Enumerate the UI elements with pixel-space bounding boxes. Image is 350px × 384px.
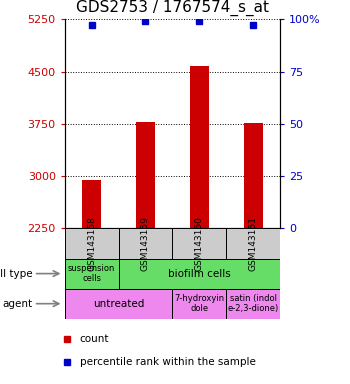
Bar	[172, 289, 226, 319]
Bar	[244, 123, 262, 228]
Title: GDS2753 / 1767574_s_at: GDS2753 / 1767574_s_at	[76, 0, 269, 17]
Text: GSM143160: GSM143160	[195, 216, 204, 271]
Bar	[226, 289, 280, 319]
Text: biofilm cells: biofilm cells	[168, 268, 231, 279]
Bar	[119, 228, 172, 258]
Bar	[82, 180, 101, 228]
Text: percentile rank within the sample: percentile rank within the sample	[80, 358, 256, 367]
Text: suspension
cells: suspension cells	[68, 264, 116, 283]
Bar	[136, 122, 155, 228]
Text: GSM143159: GSM143159	[141, 216, 150, 271]
Text: count: count	[80, 334, 109, 344]
Bar	[190, 66, 209, 228]
Text: cell type: cell type	[0, 268, 32, 279]
Bar	[119, 258, 280, 289]
Bar	[65, 289, 172, 319]
Text: satin (indol
e-2,3-dione): satin (indol e-2,3-dione)	[228, 294, 279, 313]
Text: untreated: untreated	[93, 299, 144, 309]
Text: GSM143158: GSM143158	[87, 216, 96, 271]
Text: agent: agent	[2, 299, 32, 309]
Text: GSM143161: GSM143161	[248, 216, 258, 271]
Text: 7-hydroxyin
dole: 7-hydroxyin dole	[174, 294, 224, 313]
Bar	[226, 228, 280, 258]
Bar	[172, 228, 226, 258]
Bar	[65, 228, 119, 258]
Bar	[65, 258, 119, 289]
